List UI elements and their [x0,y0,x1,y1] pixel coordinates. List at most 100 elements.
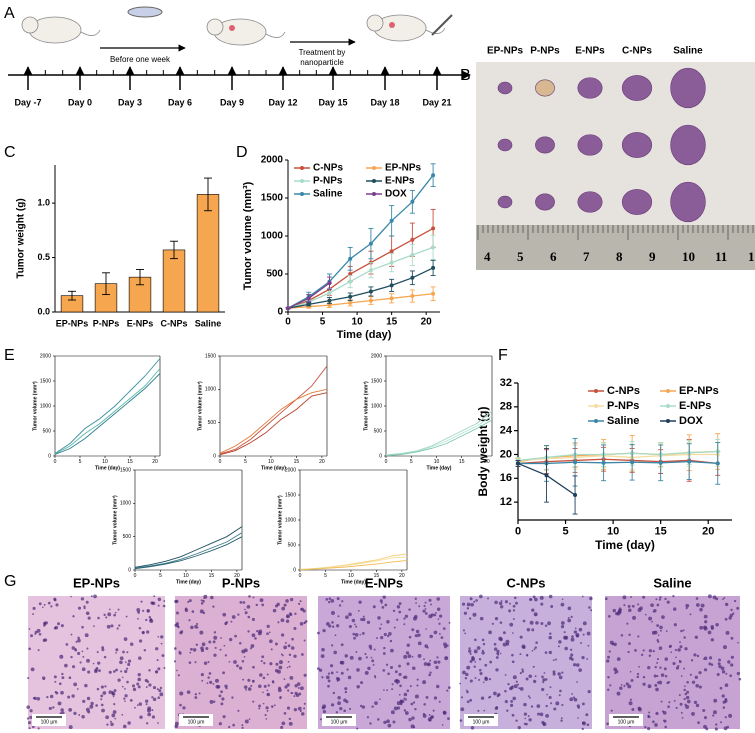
nucleus [161,654,165,658]
syringe [431,14,453,36]
nucleus [504,689,507,693]
point [348,256,353,261]
nucleus [124,687,126,690]
x-tick-label: 0 [515,526,521,538]
nucleus [251,617,255,622]
nucleus [655,711,659,716]
nucleus [540,622,544,625]
nucleus [736,606,740,610]
nucleus [30,667,35,672]
nucleus [218,722,222,726]
nucleus [475,599,478,602]
nucleus [422,680,427,685]
nucleus [100,694,104,698]
nucleus [433,613,437,617]
group-label: Saline [673,46,703,57]
point [348,294,353,299]
nucleus [510,686,514,690]
nucleus [680,711,683,714]
nucleus [225,621,229,624]
series-line [287,246,434,309]
nucleus [511,653,514,657]
day-label: Day 9 [220,97,244,107]
nucleus [354,633,359,637]
nucleus [304,620,308,623]
nucleus [523,702,527,707]
nucleus [104,685,107,688]
nucleus [361,705,366,709]
nucleus [369,647,373,650]
nucleus [413,616,417,621]
nucleus [425,628,427,630]
nucleus [548,695,552,700]
nucleus [519,672,522,675]
nucleus [522,619,526,623]
nucleus [636,672,640,676]
nucleus [325,598,329,601]
nucleus [145,686,148,688]
nucleus [465,689,468,692]
nucleus [684,647,688,651]
x-tick-label: 15 [386,317,398,328]
nucleus [356,668,360,672]
nucleus [250,644,255,648]
tumor-photo [535,79,555,97]
nucleus [531,628,535,632]
nucleus [366,716,370,719]
legend-label: EP-NPs [385,163,422,174]
nucleus [408,717,412,722]
point [431,173,436,178]
nucleus [266,689,269,692]
nucleus [417,653,422,658]
point [431,245,436,250]
nucleus [153,595,156,598]
legend-marker [594,404,598,408]
nucleus [414,707,417,711]
nucleus [660,673,665,677]
nucleus [28,727,31,730]
nucleus [733,599,737,603]
nucleus [373,648,376,651]
nucleus [286,683,290,687]
nucleus [131,684,136,688]
nucleus [180,630,184,634]
nucleus [720,666,725,671]
nucleus [408,608,411,611]
nucleus [159,692,164,697]
nucleus [694,635,698,639]
nucleus [270,648,273,651]
scale-label: 100 μm [331,719,348,725]
nucleus [146,680,150,683]
nucleus [715,723,718,726]
nucleus [327,679,331,683]
nucleus [244,719,249,724]
nucleus [288,653,292,657]
nucleus [294,612,297,615]
nucleus [289,613,293,617]
nucleus [578,668,582,672]
x-tick-label: P-NPs [93,318,120,328]
y-tick-label: 500 [288,542,297,548]
nucleus [28,647,31,651]
nucleus [577,717,579,719]
nucleus [237,709,240,712]
nucleus [124,700,126,702]
nucleus [658,646,663,651]
nucleus [331,625,335,628]
nucleus [463,611,468,615]
nucleus [644,725,647,729]
nucleus [730,608,733,612]
nucleus [654,723,658,727]
x-tick-label: 5 [320,317,326,328]
nucleus [283,645,288,650]
nucleus [637,707,642,712]
series-line [385,419,493,456]
nucleus [71,646,76,650]
series-line [518,460,718,465]
tumor-photo [577,134,603,156]
nucleus [572,696,576,699]
nucleus [80,597,85,601]
nucleus [297,706,302,711]
nucleus [337,701,341,706]
